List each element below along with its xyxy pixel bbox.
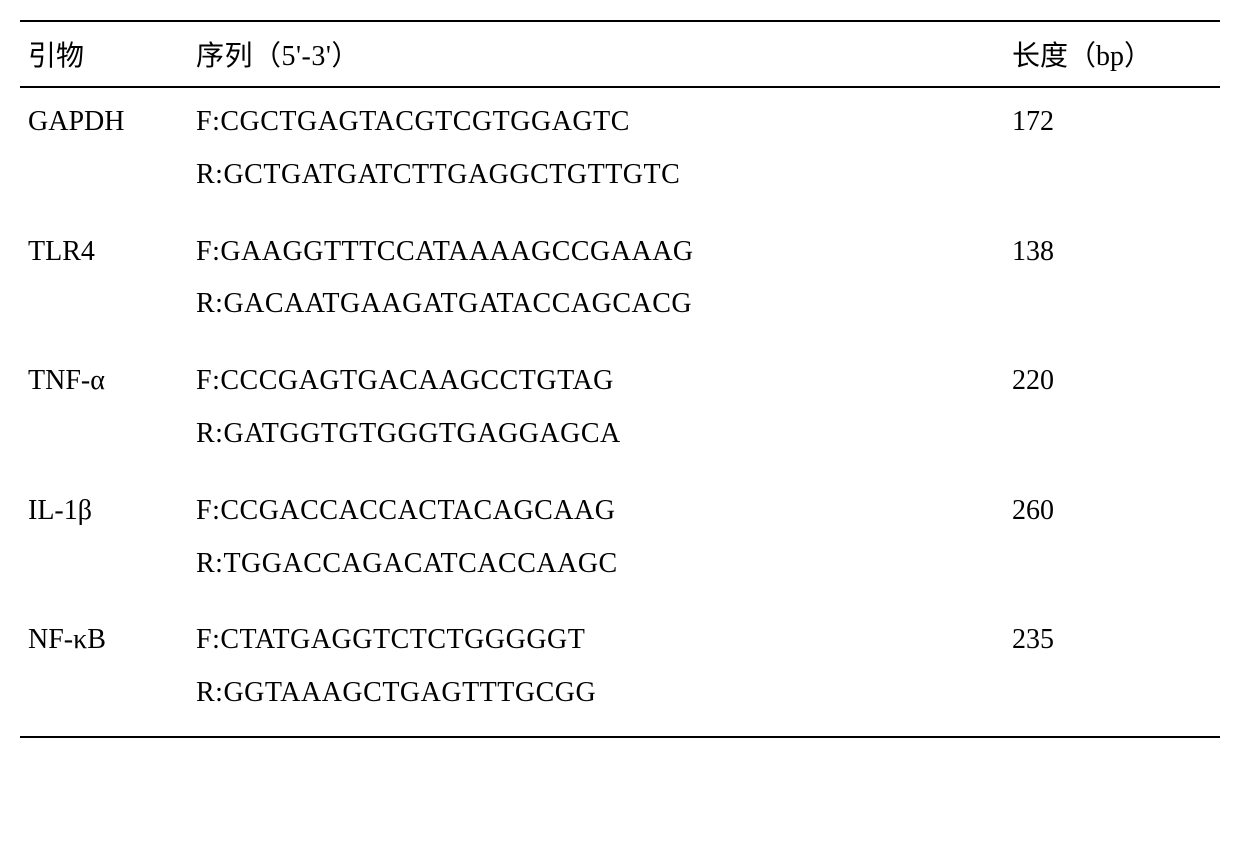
- primer-name: IL-1β: [20, 477, 188, 607]
- primer-length: 235: [1004, 606, 1220, 737]
- forward-sequence: F:CGCTGAGTACGTCGTGGAGTC: [196, 100, 996, 145]
- table-row: GAPDH F:CGCTGAGTACGTCGTGGAGTC R:GCTGATGA…: [20, 87, 1220, 218]
- header-length: 长度（bp）: [1004, 21, 1220, 87]
- primer-sequence: F:CCCGAGTGACAAGCCTGTAG R:GATGGTGTGGGTGAG…: [188, 347, 1004, 477]
- reverse-sequence: R:GATGGTGTGGGTGAGGAGCA: [196, 412, 996, 457]
- primer-table: 引物 序列（5'-3'） 长度（bp） GAPDH F:CGCTGAGTACGT…: [20, 20, 1220, 738]
- primer-sequence: F:CCGACCACCACTACAGCAAG R:TGGACCAGACATCAC…: [188, 477, 1004, 607]
- primer-name: GAPDH: [20, 87, 188, 218]
- primer-name: NF-κB: [20, 606, 188, 737]
- primer-length: 138: [1004, 218, 1220, 348]
- primer-sequence: F:CTATGAGGTCTCTGGGGGT R:GGTAAAGCTGAGTTTG…: [188, 606, 1004, 737]
- primer-name: TLR4: [20, 218, 188, 348]
- table-row: TLR4 F:GAAGGTTTCCATAAAAGCCGAAAG R:GACAAT…: [20, 218, 1220, 348]
- primer-sequence: F:CGCTGAGTACGTCGTGGAGTC R:GCTGATGATCTTGA…: [188, 87, 1004, 218]
- forward-sequence: F:CCGACCACCACTACAGCAAG: [196, 489, 996, 534]
- reverse-sequence: R:TGGACCAGACATCACCAAGC: [196, 542, 996, 587]
- primer-length: 260: [1004, 477, 1220, 607]
- forward-sequence: F:CCCGAGTGACAAGCCTGTAG: [196, 359, 996, 404]
- forward-sequence: F:GAAGGTTTCCATAAAAGCCGAAAG: [196, 230, 996, 275]
- primer-sequence: F:GAAGGTTTCCATAAAAGCCGAAAG R:GACAATGAAGA…: [188, 218, 1004, 348]
- primer-name: TNF-α: [20, 347, 188, 477]
- primer-length: 220: [1004, 347, 1220, 477]
- reverse-sequence: R:GCTGATGATCTTGAGGCTGTTGTC: [196, 153, 996, 198]
- header-sequence: 序列（5'-3'）: [188, 21, 1004, 87]
- table-row: NF-κB F:CTATGAGGTCTCTGGGGGT R:GGTAAAGCTG…: [20, 606, 1220, 737]
- header-row: 引物 序列（5'-3'） 长度（bp）: [20, 21, 1220, 87]
- table-row: TNF-α F:CCCGAGTGACAAGCCTGTAG R:GATGGTGTG…: [20, 347, 1220, 477]
- table-row: IL-1β F:CCGACCACCACTACAGCAAG R:TGGACCAGA…: [20, 477, 1220, 607]
- reverse-sequence: R:GGTAAAGCTGAGTTTGCGG: [196, 671, 996, 716]
- reverse-sequence: R:GACAATGAAGATGATACCAGCACG: [196, 282, 996, 327]
- primer-length: 172: [1004, 87, 1220, 218]
- header-primer: 引物: [20, 21, 188, 87]
- forward-sequence: F:CTATGAGGTCTCTGGGGGT: [196, 618, 996, 663]
